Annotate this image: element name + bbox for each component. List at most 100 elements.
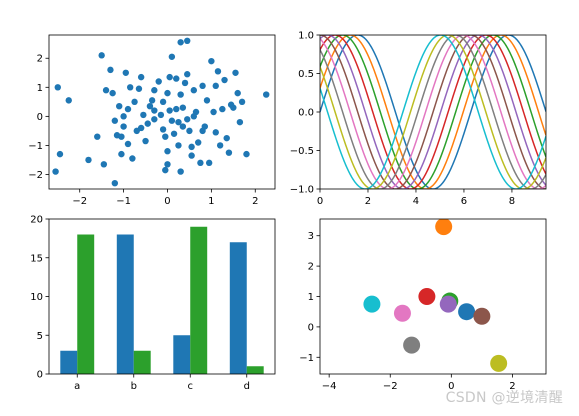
y-tick-label: 0 (37, 112, 43, 123)
scatter-point (164, 161, 171, 168)
scatter-point (140, 111, 147, 119)
scatter-point (124, 140, 132, 148)
x-tick-label: 0 (317, 196, 323, 207)
scatter-point (124, 105, 132, 113)
sine-line (320, 35, 546, 189)
scatter-point (155, 78, 162, 85)
colored-dot (473, 307, 491, 325)
scatter-point (151, 107, 158, 114)
scatter-point (223, 134, 230, 142)
scatter-point (190, 87, 198, 94)
subplot-colored-dots: −4 −2 0 2 −1 0 1 2 3 (299, 218, 547, 392)
scatter-point (175, 142, 182, 149)
sine-line (320, 35, 546, 189)
scatter-point (135, 85, 143, 92)
y-tick-label: 10 (30, 292, 43, 303)
scatter-point (144, 120, 151, 127)
x-tick-label: a (74, 381, 80, 392)
y-tick-label: 1 (37, 83, 43, 94)
y-tick-label: 0 (37, 370, 43, 381)
scatter-point (173, 75, 180, 82)
scatter-point (107, 66, 114, 74)
scatter-point (184, 37, 191, 45)
bar (60, 350, 78, 374)
scatter-point (157, 111, 165, 119)
scatter-point (164, 89, 171, 97)
x-tick-label: 4 (413, 196, 419, 207)
x-tick-label: 1 (208, 196, 214, 207)
scatter-point (159, 98, 167, 106)
colored-dot (403, 336, 421, 354)
scatter-point (120, 123, 127, 130)
y-tick-label: −2 (28, 170, 43, 181)
y-tick-label: 0.0 (298, 108, 314, 119)
scatter-point (102, 87, 110, 94)
scatter-point (195, 139, 202, 146)
scatter-point (56, 150, 64, 158)
scatter-point (142, 137, 149, 145)
scatter-points (52, 37, 270, 187)
scatter-point (120, 113, 127, 120)
scatter-point (137, 73, 145, 81)
sine-line (320, 35, 546, 189)
scatter-point (179, 123, 187, 130)
x-tick-label: 2 (365, 196, 371, 207)
scatter-point (205, 159, 213, 167)
scatter-point (146, 102, 154, 110)
y-tick-label: −0.5 (290, 146, 314, 157)
scatter-point (179, 104, 187, 111)
scatter-point (212, 82, 219, 90)
scatter-point (199, 127, 206, 135)
scatter-point (216, 142, 224, 149)
scatter-point (109, 89, 116, 97)
y-tick-label: 1 (308, 292, 314, 303)
scatter-point (166, 107, 173, 114)
sine-line (320, 35, 546, 189)
y-tick-label: −1 (299, 353, 314, 364)
scatter-point (243, 150, 250, 158)
subplot-scatter-random: −2 −1 0 1 2 −2 −1 0 1 2 (28, 34, 276, 207)
axes-frame (48, 34, 276, 190)
scatter-point (225, 149, 233, 156)
scatter-point (166, 73, 173, 81)
scatter-point (181, 79, 189, 87)
scatter-point (175, 118, 182, 126)
scatter-point (236, 118, 244, 126)
y-tick-label: 3 (308, 231, 314, 242)
scatter-point (85, 156, 92, 164)
scatter-point (168, 53, 176, 60)
scatter-point (159, 126, 167, 133)
subplot-grouped-bars: a b c d 0 5 10 15 20 (30, 215, 276, 392)
scatter-point (100, 161, 108, 168)
colored-dots (363, 219, 508, 372)
scatter-point (177, 91, 184, 98)
colored-dot (418, 288, 436, 305)
y-tick-label: −1 (28, 141, 43, 152)
subplot-sine-waves: 0 2 4 6 8 −1.0 −0.5 0.0 0.5 1.0 (290, 31, 547, 207)
sine-line (320, 35, 546, 189)
y-tick-label: 1.0 (298, 31, 314, 42)
scatter-point (94, 133, 101, 140)
scatter-point (148, 97, 156, 104)
scatter-point (52, 168, 59, 175)
x-tick-label: c (188, 381, 194, 392)
x-tick-label: −4 (322, 381, 337, 392)
sine-line (320, 35, 546, 189)
scatter-point (197, 159, 204, 167)
colored-dot (490, 354, 508, 372)
scatter-point (234, 89, 241, 97)
scatter-point (186, 127, 193, 135)
scatter-point (111, 117, 119, 124)
scatter-point (203, 97, 211, 104)
colored-dot (363, 295, 381, 313)
scatter-point (54, 84, 61, 91)
sine-lines (320, 35, 546, 189)
x-tick-label: 0 (448, 381, 454, 392)
y-tick-label: 0.5 (298, 69, 314, 80)
x-tick-label: −2 (383, 381, 398, 392)
bar (173, 335, 191, 374)
scatter-point (188, 152, 195, 159)
scatter-point (177, 39, 184, 46)
colored-dot (439, 295, 457, 313)
